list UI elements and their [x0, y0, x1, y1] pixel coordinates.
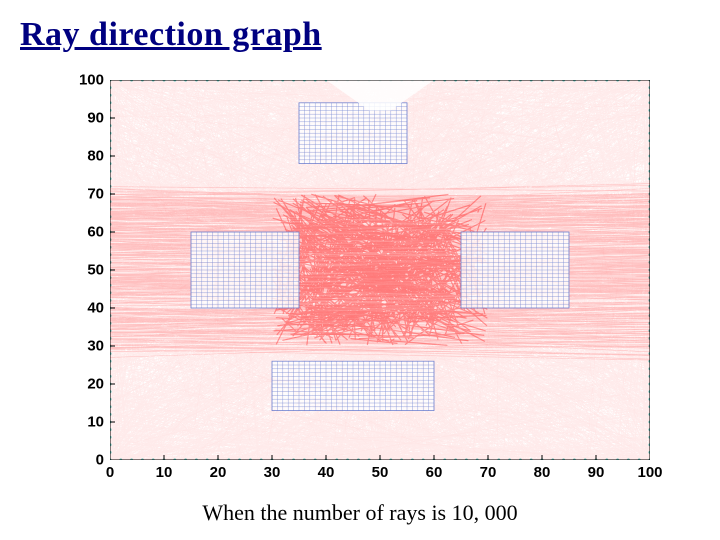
slide: Ray direction graph 0 10 20 30 40 50 60 70 80 90 1… — [0, 0, 720, 540]
caption: When the number of rays is 10, 000 — [0, 500, 720, 526]
y-tick-label: 50 — [60, 262, 104, 279]
slide-title: Ray direction graph — [20, 16, 700, 56]
y-tick-label: 80 — [60, 148, 104, 165]
x-tick-label: 20 — [203, 464, 233, 481]
x-tick-label: 70 — [473, 464, 503, 481]
x-tick-label: 30 — [257, 464, 287, 481]
x-tick-label: 0 — [95, 464, 125, 481]
plot-region — [110, 80, 650, 460]
x-tick-label: 50 — [365, 464, 395, 481]
x-tick-label: 10 — [149, 464, 179, 481]
y-tick-label: 10 — [60, 414, 104, 431]
x-tick-label: 80 — [527, 464, 557, 481]
y-tick-label: 30 — [60, 338, 104, 355]
y-tick-label: 60 — [60, 224, 104, 241]
x-tick-label: 90 — [581, 464, 611, 481]
y-tick-label: 90 — [60, 110, 104, 127]
x-tick-label: 60 — [419, 464, 449, 481]
x-tick-label: 40 — [311, 464, 341, 481]
x-tick-label: 100 — [635, 464, 665, 481]
ray-plot-svg — [110, 80, 650, 460]
title-block: Ray direction graph — [20, 16, 700, 56]
y-tick-label: 70 — [60, 186, 104, 203]
y-tick-label: 40 — [60, 300, 104, 317]
chart-area: 0102030405060708090100 01020304050607080… — [60, 80, 660, 480]
y-tick-label: 100 — [60, 72, 104, 89]
y-tick-label: 20 — [60, 376, 104, 393]
